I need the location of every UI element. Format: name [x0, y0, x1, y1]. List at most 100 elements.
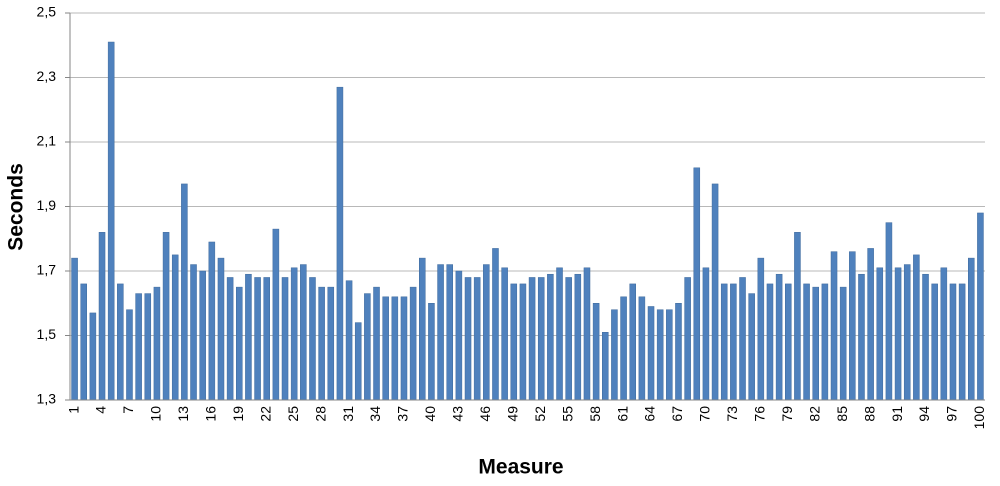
bar — [748, 293, 755, 401]
bar — [583, 267, 591, 401]
bar — [528, 277, 536, 401]
bar — [775, 273, 783, 401]
bar — [153, 286, 161, 401]
x-tick-label: 28 — [312, 406, 328, 422]
bar — [446, 264, 453, 401]
x-axis-title: Measure — [478, 456, 563, 479]
bar — [766, 283, 774, 401]
bar — [711, 183, 719, 401]
bar — [171, 254, 179, 401]
bar — [437, 264, 444, 401]
x-tick-label: 31 — [340, 406, 356, 422]
bar — [300, 264, 307, 401]
x-tick-label: 55 — [559, 406, 575, 422]
bar — [290, 267, 298, 401]
bar — [958, 283, 966, 401]
bar — [638, 296, 646, 401]
bar — [144, 293, 152, 401]
bar — [977, 212, 984, 401]
bar — [373, 286, 380, 401]
bar — [473, 277, 481, 401]
x-tick-label: 52 — [532, 406, 548, 422]
bar — [830, 251, 838, 401]
bar — [757, 257, 765, 401]
x-tick-label: 34 — [367, 406, 383, 422]
bar — [620, 296, 627, 401]
y-tick-label: 2,5 — [37, 4, 57, 20]
bar — [400, 296, 408, 401]
x-tick-label: 64 — [642, 406, 658, 422]
bar — [556, 267, 563, 401]
y-tick-label: 2,1 — [37, 133, 57, 149]
x-tick-label: 91 — [889, 406, 905, 422]
bar — [391, 296, 399, 401]
bar — [574, 273, 582, 401]
x-tick-label: 19 — [230, 406, 246, 422]
y-tick-label: 1,9 — [37, 197, 57, 213]
bar — [117, 283, 124, 401]
x-tick-label: 88 — [861, 406, 877, 422]
bar — [693, 167, 701, 401]
x-tick-label: 82 — [806, 406, 822, 422]
x-tick-label: 46 — [477, 406, 493, 422]
bar — [730, 283, 737, 401]
bar — [455, 270, 463, 401]
bar — [126, 309, 133, 401]
bar — [858, 273, 865, 401]
bar — [245, 273, 252, 401]
x-tick-label: 37 — [395, 406, 411, 422]
bar — [190, 264, 197, 401]
bar — [519, 283, 527, 401]
bar — [785, 283, 792, 401]
y-tick-label: 1,3 — [37, 391, 57, 407]
bar — [794, 232, 801, 401]
bar — [309, 277, 316, 401]
x-tick-label: 22 — [257, 406, 273, 422]
bar — [483, 264, 490, 401]
bar — [656, 309, 664, 401]
x-tick-label: 40 — [422, 406, 438, 422]
bar — [611, 309, 618, 401]
x-tick-label: 97 — [944, 406, 960, 422]
y-tick-label: 1,7 — [37, 262, 57, 278]
bar — [80, 283, 87, 401]
bar — [236, 286, 243, 401]
bar — [354, 322, 362, 401]
bar — [382, 296, 389, 401]
bar — [629, 283, 636, 401]
bar — [162, 232, 170, 401]
x-tick-label: 43 — [450, 406, 466, 422]
x-tick-label: 25 — [285, 406, 301, 422]
x-tick-label: 61 — [614, 406, 630, 422]
bar — [409, 286, 417, 401]
x-tick-label: 76 — [752, 406, 768, 422]
bar — [208, 241, 216, 401]
x-tick-label: 49 — [504, 406, 520, 422]
bar — [812, 286, 819, 401]
bar — [903, 264, 911, 401]
bar — [419, 257, 426, 401]
bar — [602, 332, 609, 401]
x-tick-label: 4 — [93, 406, 109, 414]
bar — [849, 251, 856, 401]
x-tick-label: 67 — [669, 406, 685, 422]
bar — [949, 283, 957, 401]
bar — [254, 277, 261, 401]
bar — [464, 277, 472, 401]
x-tick-label: 58 — [587, 406, 603, 422]
bar — [199, 270, 206, 401]
bar — [281, 277, 289, 401]
bar — [272, 228, 280, 401]
bar — [940, 267, 948, 401]
x-tick-label: 13 — [175, 406, 191, 422]
x-tick-label: 73 — [724, 406, 740, 422]
bar — [89, 312, 97, 401]
bar — [336, 86, 344, 401]
x-tick-label: 70 — [697, 406, 713, 422]
bar — [364, 293, 371, 401]
bar — [98, 232, 106, 401]
x-tick-label: 79 — [779, 406, 795, 422]
bar — [839, 286, 847, 401]
bar — [565, 277, 572, 401]
bar — [684, 277, 691, 401]
